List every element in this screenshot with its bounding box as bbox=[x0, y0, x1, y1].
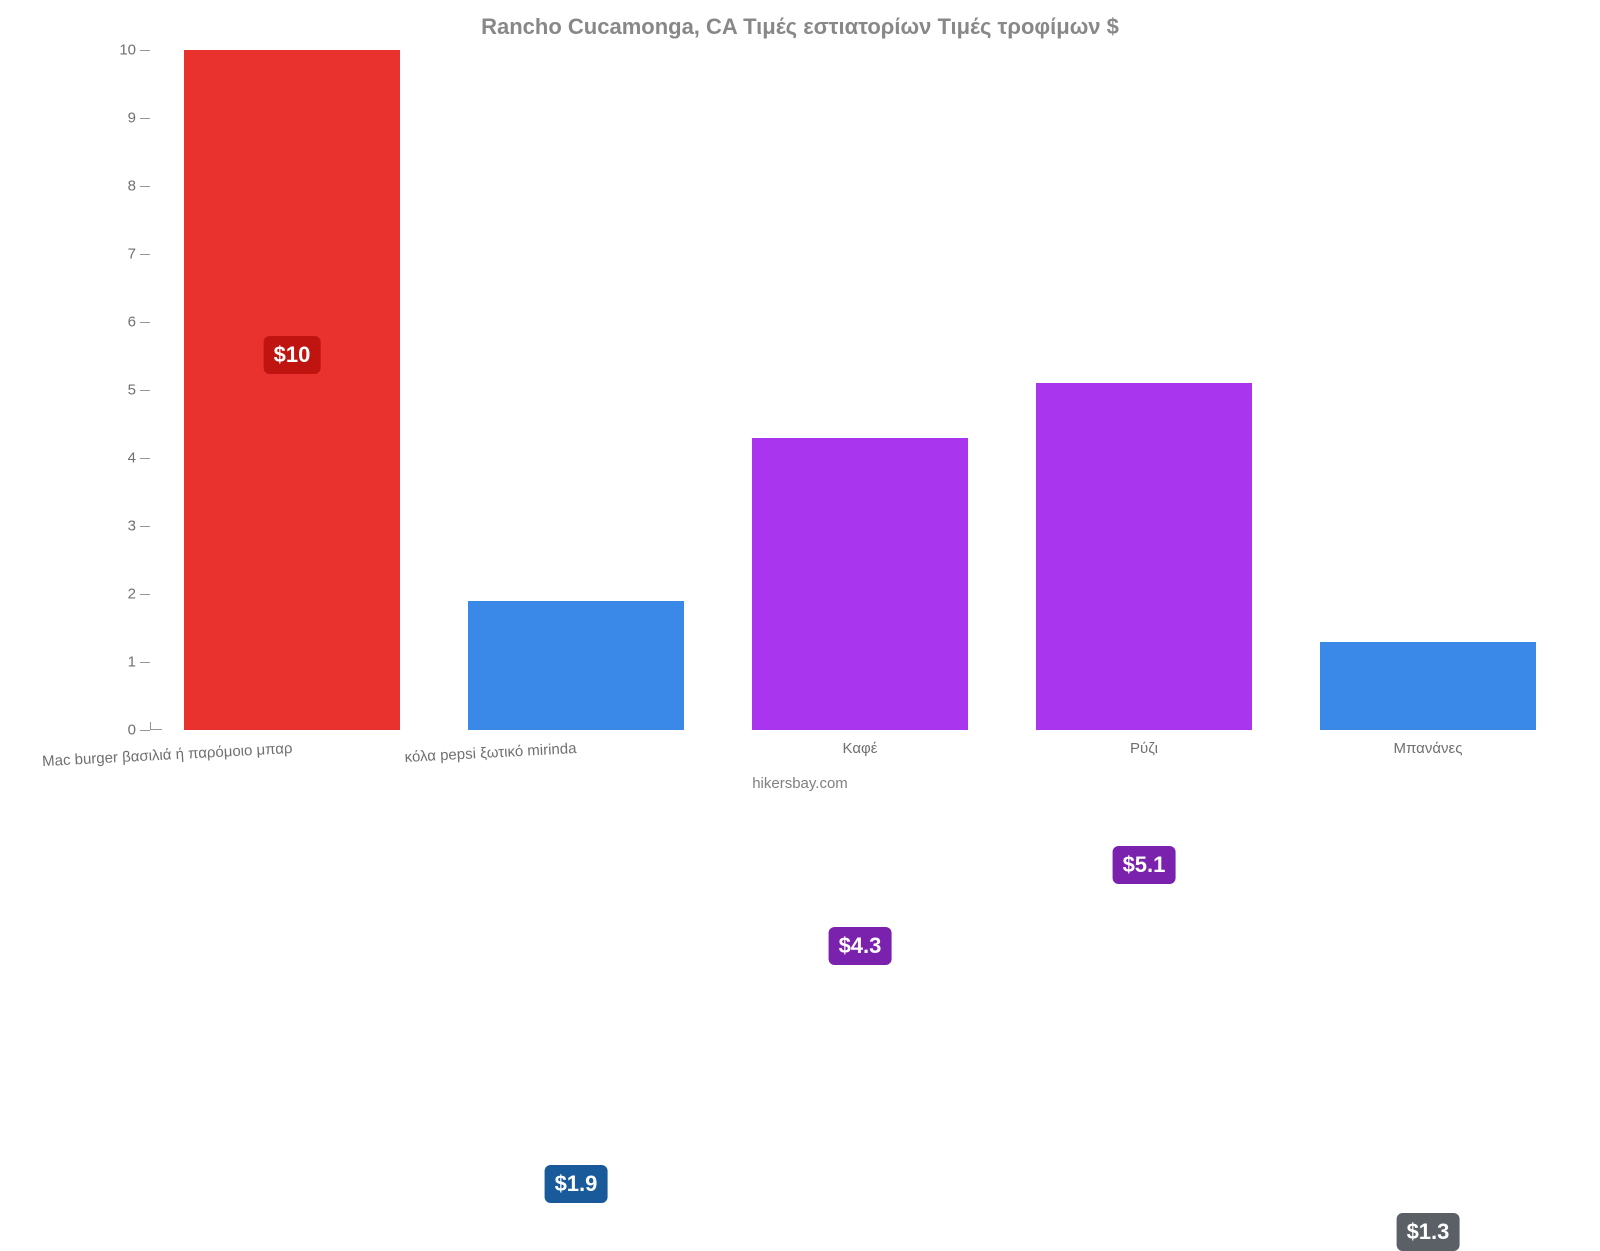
bar-value-label: $1.3 bbox=[1397, 1213, 1460, 1251]
y-tick-label: 0 bbox=[128, 722, 150, 739]
y-tick-label: 5 bbox=[128, 382, 150, 399]
bar: $1.9 bbox=[468, 601, 684, 730]
bar-value-label: $1.9 bbox=[545, 1165, 608, 1203]
x-category-label: Ρύζι bbox=[1130, 740, 1158, 757]
bar: $10 bbox=[184, 50, 400, 730]
bar: $4.3 bbox=[752, 438, 968, 730]
plot-area: 012345678910$10Mac burger βασιλιά ή παρό… bbox=[150, 50, 1570, 730]
credit-text: hikersbay.com bbox=[0, 775, 1600, 792]
x-category-label: Καφέ bbox=[843, 740, 878, 757]
bar-value-label: $4.3 bbox=[829, 927, 892, 965]
x-category-label: Mac burger βασιλιά ή παρόμοιο μπαρ bbox=[42, 740, 293, 770]
bar: $5.1 bbox=[1036, 383, 1252, 730]
bar-value-label: $5.1 bbox=[1113, 846, 1176, 884]
y-tick-label: 8 bbox=[128, 178, 150, 195]
y-tick-label: 3 bbox=[128, 518, 150, 535]
x-category-label: Μπανάνες bbox=[1394, 740, 1463, 757]
y-tick-label: 9 bbox=[128, 110, 150, 127]
y-tick-label: 6 bbox=[128, 314, 150, 331]
chart-title: Rancho Cucamonga, CA Τιμές εστιατορίων Τ… bbox=[0, 14, 1600, 40]
bar: $1.3 bbox=[1320, 642, 1536, 730]
x-axis-stub bbox=[150, 729, 162, 730]
price-chart: Rancho Cucamonga, CA Τιμές εστιατορίων Τ… bbox=[0, 0, 1600, 800]
x-category-label: κόλα pepsi ξωτικό mirinda bbox=[404, 740, 577, 766]
y-tick-label: 1 bbox=[128, 654, 150, 671]
y-tick-label: 7 bbox=[128, 246, 150, 263]
y-tick-label: 2 bbox=[128, 586, 150, 603]
y-tick-label: 10 bbox=[119, 42, 150, 59]
bar-value-label: $10 bbox=[264, 336, 321, 374]
y-tick-label: 4 bbox=[128, 450, 150, 467]
